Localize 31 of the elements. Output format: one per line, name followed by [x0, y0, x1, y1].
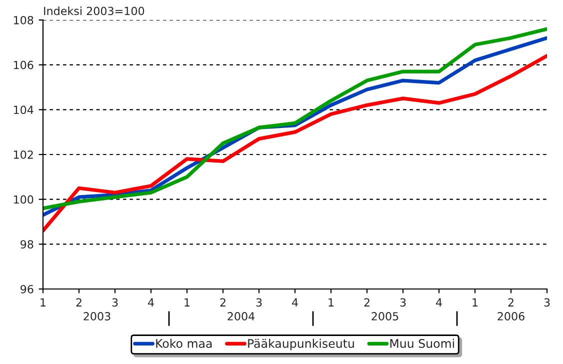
x-tick-label: 3 [544, 298, 550, 307]
line-series [43, 54, 547, 233]
y-axis-title: Indeksi 2003=100 [44, 6, 144, 16]
x-tick-label: 1 [40, 298, 46, 306]
legend-label: Muu Suomi [390, 338, 454, 348]
text: 2004 [228, 312, 255, 320]
x-tick-label: 2 [76, 298, 82, 306]
legend-label: Koko maa [156, 338, 212, 348]
x-tick-label: 2 [364, 298, 370, 306]
text: 2003 [84, 312, 110, 320]
y-tick-label: 104 [14, 106, 34, 114]
x-tick-label: 4 [436, 298, 442, 306]
x-tick-label: 4 [292, 298, 298, 306]
text: 2006 [498, 312, 524, 320]
text: 2005 [372, 312, 398, 320]
y-tick-label: 102 [14, 150, 33, 159]
legend-label: Pääkaupunkiseutu [248, 338, 354, 350]
x-tick-label: 4 [148, 298, 154, 306]
y-tick-label: 96 [20, 284, 34, 294]
x-tick-label: 2 [220, 298, 226, 306]
x-tick-label: 1 [472, 298, 478, 306]
y-tick-label: 106 [14, 60, 34, 70]
x-tick-label: 3 [400, 298, 406, 307]
x-tick-label: 2 [508, 298, 514, 306]
y-tick-label: 98 [20, 240, 34, 249]
x-tick-label: 1 [328, 298, 334, 306]
y-tick-label: 108 [14, 16, 34, 24]
x-tick-label: 1 [184, 298, 190, 306]
x-tick-label: 3 [112, 298, 118, 307]
y-tick-label: 100 [14, 195, 34, 204]
x-tick-label: 3 [256, 298, 262, 307]
